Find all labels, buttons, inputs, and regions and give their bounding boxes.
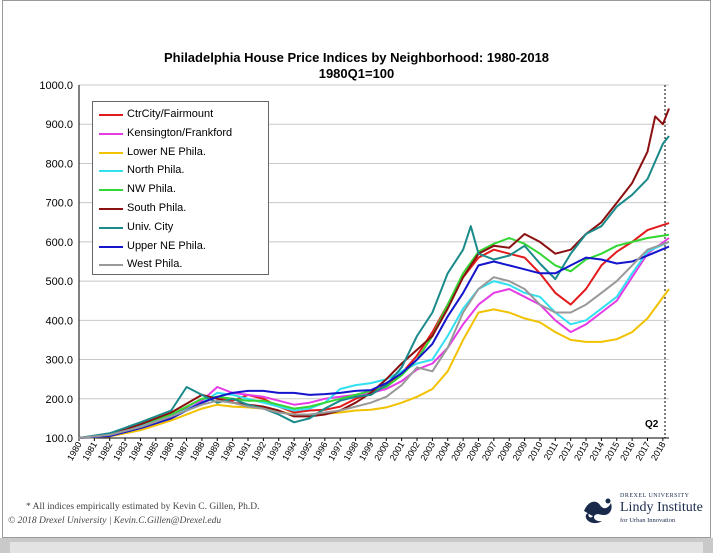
series-line-univ-city (78, 135, 670, 439)
legend-item: Kensington/Frankford (93, 125, 268, 144)
x-tick-label: 1989 (203, 440, 222, 462)
logo-subtitle: for Urban Innovation (620, 517, 676, 524)
x-tick-label: 1995 (296, 440, 315, 462)
legend-swatch (99, 151, 123, 154)
chart-subtitle: 1980Q1=100 (318, 66, 395, 81)
chart-title: Philadelphia House Price Indices by Neig… (163, 50, 550, 65)
x-tick-label: 2003 (418, 440, 437, 462)
y-tick-label: 100.0 (45, 433, 73, 445)
x-tick-label: 1993 (265, 440, 284, 462)
lindy-institute-logo: DREXEL UNIVERSITY Lindy Institute for Ur… (580, 493, 703, 527)
legend-item: CtrCity/Fairmount (93, 106, 268, 125)
x-tick-label: 1999 (357, 440, 376, 462)
x-tick-label: 1986 (157, 440, 176, 462)
legend-item: North Phila. (93, 162, 268, 181)
axes (78, 85, 669, 441)
x-tick-label: 2000 (372, 440, 391, 462)
logo-institute-name: Lindy Institute (620, 500, 703, 515)
legend-swatch (99, 132, 123, 135)
footnote: * All indices empirically estimated by K… (26, 502, 260, 512)
x-tick-label: 1985 (142, 440, 161, 462)
x-tick-label: 2018 (649, 440, 668, 462)
legend-label: West Phila. (127, 258, 183, 271)
x-tick-label: 1990 (219, 440, 238, 462)
legend-swatch (99, 189, 123, 192)
chart-legend: CtrCity/Fairmount Kensington/Frankford Low… (92, 101, 269, 275)
y-tick-label: 600.0 (45, 237, 73, 249)
x-tick-label: 2004 (434, 440, 453, 462)
series-lines (78, 108, 670, 439)
logo-university: DREXEL UNIVERSITY (620, 493, 690, 499)
bottom-band (0, 538, 713, 553)
y-tick-label: 700.0 (45, 198, 73, 210)
x-tick-label: 1996 (311, 440, 330, 462)
legend-label: Upper NE Phila. (127, 239, 206, 252)
series-line-lower-ne-phila- (78, 288, 670, 439)
x-tick-label: 2007 (480, 440, 499, 462)
legend-label: NW Phila. (127, 183, 176, 196)
legend-item: West Phila. (93, 256, 268, 275)
series-line-west-phila- (78, 240, 670, 439)
x-tick-label: 1987 (173, 440, 192, 462)
x-tick-label: 1991 (234, 440, 253, 462)
legend-item: Upper NE Phila. (93, 238, 268, 257)
legend-swatch (99, 226, 123, 229)
series-line-upper-ne-phila- (78, 245, 670, 439)
legend-label: CtrCity/Fairmount (127, 108, 214, 120)
legend-label: Lower NE Phila. (127, 145, 206, 158)
x-tick-label: 2009 (511, 440, 530, 462)
legend-item: Univ. City (93, 219, 268, 238)
x-tick-label: 2010 (526, 440, 545, 462)
x-tick-label: 1984 (127, 440, 146, 462)
legend-item: Lower NE Phila. (93, 144, 268, 163)
x-tick-label: 1982 (96, 440, 115, 462)
x-tick-label: 2008 (495, 440, 514, 462)
legend-swatch (99, 114, 123, 116)
y-tick-label: 1000.0 (39, 80, 73, 92)
x-tick-label: 1983 (111, 440, 130, 462)
x-tick-label: 2006 (465, 440, 484, 462)
x-tick-label: 2001 (388, 440, 407, 462)
x-tick-label: 2013 (572, 440, 591, 462)
x-tick-label: 1994 (280, 440, 299, 462)
dragon-logo-icon (584, 498, 612, 524)
y-tick-label: 200.0 (45, 394, 73, 406)
x-tick-label: 1981 (80, 440, 99, 462)
q2-annotation: Q2 (645, 419, 659, 430)
x-tick-label: 1992 (249, 440, 268, 462)
legend-item: South Phila. (93, 200, 268, 219)
legend-swatch (99, 208, 123, 210)
x-tick-label: 2002 (403, 440, 422, 462)
legend-label: North Phila. (127, 164, 185, 177)
x-tick-label: 2005 (449, 440, 468, 462)
series-line-kensington-frankford (78, 237, 670, 439)
x-tick-label: 1997 (326, 440, 345, 462)
y-tick-label: 900.0 (45, 119, 73, 131)
y-tick-label: 800.0 (45, 158, 73, 170)
legend-label: South Phila. (127, 202, 187, 214)
legend-swatch (99, 264, 123, 267)
legend-label: Kensington/Frankford (127, 126, 233, 139)
legend-label: Univ. City (127, 220, 174, 233)
legend-swatch (99, 245, 123, 248)
x-tick-label: 2016 (618, 440, 637, 462)
x-tick-label: 2012 (557, 440, 576, 462)
y-tick-label: 400.0 (45, 315, 73, 327)
legend-swatch (99, 170, 123, 173)
copyright: © 2018 Drexel University | Kevin.C.Gille… (8, 516, 222, 526)
x-tick-label: 2017 (634, 440, 653, 462)
legend-item: NW Phila. (93, 181, 268, 200)
x-tick-label: 1998 (342, 440, 361, 462)
y-tick-label: 300.0 (45, 355, 73, 367)
series-line-nw-phila- (78, 233, 670, 439)
x-tick-label: 2015 (603, 440, 622, 462)
y-tick-label: 500.0 (45, 276, 73, 288)
x-tick-label: 1988 (188, 440, 207, 462)
x-tick-label: 2014 (587, 440, 606, 462)
